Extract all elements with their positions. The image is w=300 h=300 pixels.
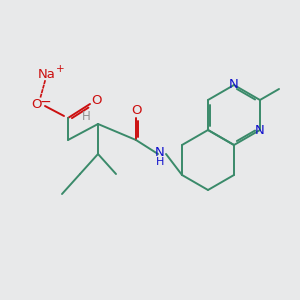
- Text: +: +: [56, 64, 64, 74]
- Text: O: O: [131, 103, 141, 116]
- Text: Na: Na: [38, 68, 56, 80]
- Text: N: N: [155, 146, 165, 158]
- Text: O: O: [32, 98, 42, 110]
- Text: N: N: [229, 79, 239, 92]
- Text: O: O: [91, 94, 101, 107]
- Text: H: H: [156, 157, 164, 167]
- Text: N: N: [255, 124, 265, 136]
- Text: −: −: [39, 95, 51, 109]
- Text: H: H: [82, 110, 90, 122]
